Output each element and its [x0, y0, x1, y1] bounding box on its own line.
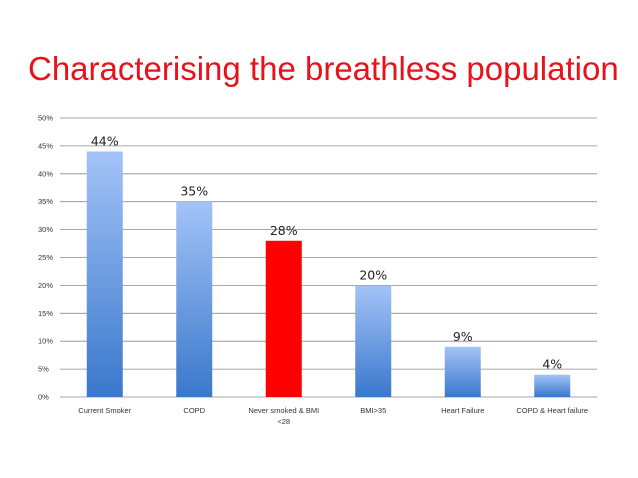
- bar: [444, 346, 481, 397]
- y-tick-label: 20%: [38, 281, 53, 290]
- bar: [534, 374, 571, 397]
- bar: [86, 151, 123, 397]
- data-label: 9%: [453, 329, 473, 344]
- data-labels: 44% 35% 28% 20% 9% 4%: [91, 133, 562, 371]
- y-tick-label: 15%: [38, 309, 53, 318]
- category-labels: Current Smoker COPD Never smoked & BMI <28 B…: [78, 406, 588, 426]
- category-label: Current Smoker: [78, 406, 131, 415]
- bar: [265, 240, 302, 397]
- y-tick-label: 50%: [38, 114, 53, 123]
- y-tick-label: 25%: [38, 253, 53, 262]
- category-label: Never smoked & BMI: [248, 406, 319, 415]
- y-tick-label: 0%: [38, 393, 49, 402]
- data-label: 4%: [542, 357, 562, 372]
- data-label: 20%: [359, 267, 387, 282]
- y-tick-label: 5%: [38, 365, 49, 374]
- data-label: 44%: [91, 133, 119, 148]
- category-label: COPD & Heart failure: [516, 406, 588, 415]
- y-axis-tick-labels: 0% 5% 10% 15% 20% 25% 30% 35% 40% 45% 50%: [38, 114, 53, 402]
- bars: [86, 151, 571, 397]
- category-label: BMI>35: [360, 406, 386, 415]
- bar: [176, 201, 213, 397]
- y-tick-label: 30%: [38, 225, 53, 234]
- slide-title: Characterising the breathless population: [28, 50, 619, 87]
- bar: [355, 285, 392, 397]
- category-label: Heart Failure: [441, 406, 484, 415]
- category-label: <28: [277, 417, 290, 426]
- data-label: 35%: [180, 184, 208, 199]
- y-tick-label: 10%: [38, 337, 53, 346]
- y-tick-label: 35%: [38, 197, 53, 206]
- y-tick-label: 45%: [38, 141, 53, 150]
- y-tick-label: 40%: [38, 169, 53, 178]
- category-label: COPD: [183, 406, 205, 415]
- data-label: 28%: [270, 223, 298, 238]
- gridlines: [60, 117, 597, 398]
